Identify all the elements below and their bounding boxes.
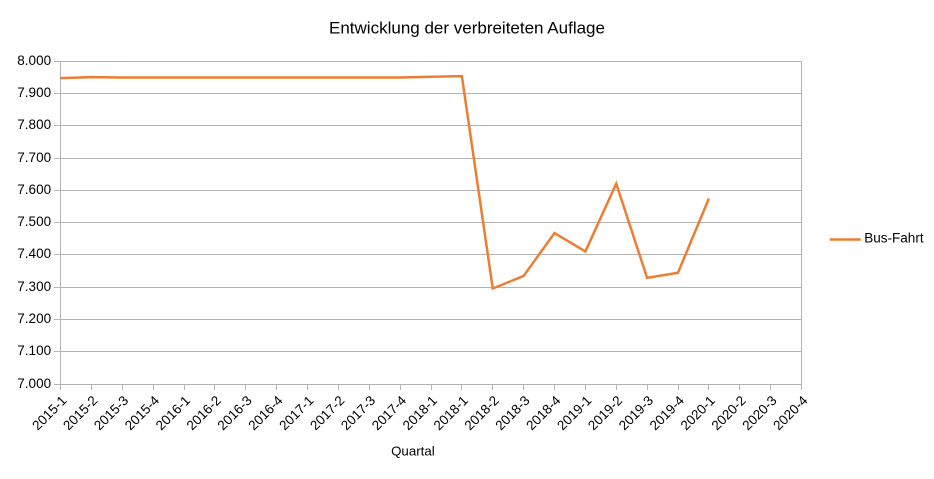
- svg-text:7.700: 7.700: [17, 150, 51, 165]
- svg-text:7.200: 7.200: [17, 311, 51, 326]
- svg-text:7.900: 7.900: [17, 85, 51, 100]
- svg-text:7.100: 7.100: [17, 343, 51, 358]
- svg-text:7.300: 7.300: [17, 279, 51, 294]
- svg-text:7.500: 7.500: [17, 214, 51, 229]
- svg-text:8.000: 8.000: [17, 53, 51, 68]
- svg-text:7.800: 7.800: [17, 117, 51, 132]
- svg-text:Bus-Fahrt: Bus-Fahrt: [864, 230, 924, 245]
- svg-text:Entwicklung der verbreiteten A: Entwicklung der verbreiteten Auflage: [329, 19, 605, 38]
- svg-text:7.000: 7.000: [17, 376, 51, 391]
- svg-text:Quartal: Quartal: [391, 443, 435, 458]
- svg-text:7.600: 7.600: [17, 182, 51, 197]
- svg-text:7.400: 7.400: [17, 246, 51, 261]
